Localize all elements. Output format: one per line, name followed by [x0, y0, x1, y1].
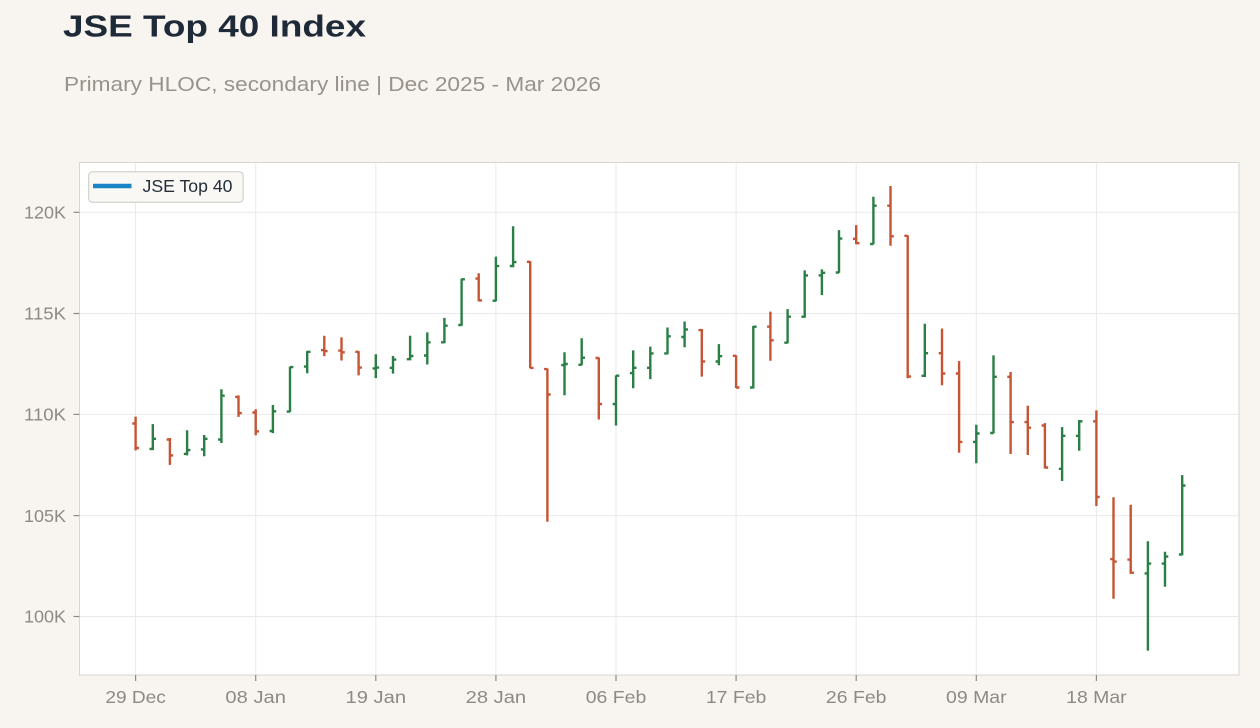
svg-text:100K: 100K [24, 607, 66, 627]
svg-text:09 Mar: 09 Mar [946, 687, 1007, 707]
svg-text:26 Feb: 26 Feb [826, 687, 887, 707]
svg-text:28 Jan: 28 Jan [466, 687, 527, 707]
svg-text:17 Feb: 17 Feb [706, 687, 767, 707]
svg-text:06 Feb: 06 Feb [586, 687, 647, 707]
svg-text:105K: 105K [24, 506, 66, 526]
svg-text:29 Dec: 29 Dec [105, 687, 166, 707]
svg-text:JSE Top 40: JSE Top 40 [143, 176, 233, 196]
svg-text:115K: 115K [24, 304, 66, 324]
svg-text:Primary HLOC, secondary line |: Primary HLOC, secondary line | Dec 2025 … [64, 74, 601, 96]
svg-text:19 Jan: 19 Jan [346, 687, 407, 707]
svg-text:JSE Top 40 Index: JSE Top 40 Index [63, 9, 367, 44]
svg-text:120K: 120K [24, 203, 66, 223]
svg-text:110K: 110K [24, 405, 66, 425]
svg-text:18 Mar: 18 Mar [1066, 687, 1127, 707]
svg-text:08 Jan: 08 Jan [225, 687, 286, 707]
